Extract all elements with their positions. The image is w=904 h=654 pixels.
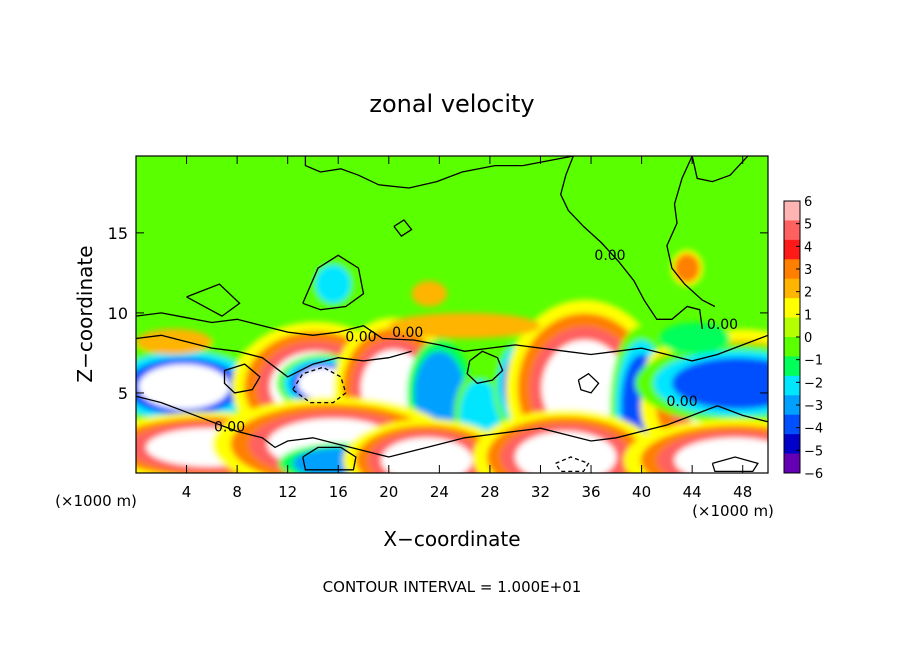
colorbar-swatch bbox=[784, 337, 800, 357]
contour-label: 0.00 bbox=[392, 325, 423, 341]
contour-label: 0.00 bbox=[214, 419, 245, 435]
colorbar-label: −5 bbox=[804, 444, 823, 459]
colorbar-swatch bbox=[784, 356, 800, 377]
x-tick-label: 20 bbox=[379, 483, 398, 501]
contour-labels: 0.00 0.00 0.00 0.00 0.00 0.00 bbox=[214, 248, 738, 435]
x-scale-note-left: (×1000 m) bbox=[55, 492, 137, 510]
y-axis-ticks: 5 10 15 bbox=[108, 224, 768, 403]
field-feature-24-ring-1 bbox=[674, 253, 700, 283]
colorbar-swatch bbox=[784, 375, 800, 396]
x-scale-note-right: (×1000 m) bbox=[692, 502, 774, 520]
field-feature-23-ring-1 bbox=[411, 280, 447, 307]
field-feature-6-ring-1 bbox=[414, 351, 465, 435]
x-tick-label: 24 bbox=[430, 483, 449, 501]
contour-line bbox=[136, 334, 412, 378]
x-tick-label: 4 bbox=[182, 483, 192, 501]
contour-lines bbox=[136, 156, 768, 473]
x-tick-label: 44 bbox=[683, 483, 702, 501]
contour-line bbox=[302, 254, 365, 311]
plot-area: 0.00 0.00 0.00 0.00 0.00 0.00 bbox=[136, 156, 768, 473]
x-tick-label: 32 bbox=[531, 483, 550, 501]
negative-contour-line bbox=[292, 366, 347, 404]
colorbar-label: 3 bbox=[804, 263, 812, 278]
x-axis-label: X−coordinate bbox=[383, 527, 520, 551]
contour-line bbox=[304, 156, 574, 189]
colorbar-swatch bbox=[784, 201, 800, 221]
colorbar-swatch bbox=[784, 220, 800, 241]
colorbar-label: −3 bbox=[804, 399, 823, 414]
colorbar-label: 2 bbox=[804, 286, 812, 301]
x-tick-label: 40 bbox=[632, 483, 651, 501]
contour-line bbox=[711, 456, 759, 473]
colorbar-swatch bbox=[784, 453, 800, 474]
x-tick-label: 12 bbox=[278, 483, 297, 501]
contour-line bbox=[691, 156, 749, 183]
contour-label: 0.00 bbox=[594, 248, 625, 264]
velocity-field bbox=[136, 249, 768, 473]
colorbar-label: 5 bbox=[804, 218, 812, 233]
colorbar-swatch bbox=[784, 259, 800, 280]
contour-label: 0.00 bbox=[707, 317, 738, 333]
contour-line bbox=[136, 312, 768, 362]
contour-line bbox=[186, 283, 241, 317]
field-feature-20-ring-1 bbox=[315, 264, 351, 304]
y-tick-label: 15 bbox=[108, 224, 128, 243]
contour-line bbox=[577, 372, 600, 394]
chart-title: zonal velocity bbox=[369, 90, 534, 118]
colorbar-label: 1 bbox=[804, 308, 812, 323]
colorbar-swatch bbox=[784, 278, 800, 299]
colorbar-label: 0 bbox=[804, 331, 812, 346]
contour-line bbox=[560, 156, 703, 329]
field-feature-18-ring-1 bbox=[515, 431, 617, 473]
colorbar-label: −1 bbox=[804, 354, 823, 369]
x-tick-label: 28 bbox=[480, 483, 499, 501]
y-tick-label: 5 bbox=[118, 384, 128, 403]
contour-line bbox=[136, 395, 768, 458]
colorbar-swatch bbox=[784, 317, 800, 338]
contour-label: 0.00 bbox=[666, 394, 697, 410]
colorbar-label: 4 bbox=[804, 240, 812, 255]
colorbar: 6 5 4 3 2 1 0 −1 −2 −3 −4 −5 −6 bbox=[783, 195, 823, 482]
colorbar-label: 6 bbox=[804, 195, 812, 210]
field-feature-19-ring-1 bbox=[674, 437, 768, 473]
field-feature-22-ring-1 bbox=[136, 328, 212, 355]
field-feature-25-ring-1 bbox=[388, 312, 541, 339]
field-feature-2-ring-1 bbox=[138, 364, 230, 409]
contour-interval-footer: CONTOUR INTERVAL = 1.000E+01 bbox=[323, 578, 582, 596]
colorbar-label: −4 bbox=[804, 422, 823, 437]
contour-line bbox=[302, 446, 357, 471]
x-tick-label: 16 bbox=[329, 483, 348, 501]
x-tick-label: 8 bbox=[232, 483, 242, 501]
contour-label: 0.00 bbox=[345, 330, 376, 346]
y-tick-label: 10 bbox=[108, 304, 128, 323]
colorbar-label: −6 bbox=[804, 467, 823, 482]
colorbar-swatch bbox=[784, 414, 800, 435]
contour-line bbox=[666, 156, 716, 308]
x-axis-ticks: 4 8 12 16 20 24 28 32 36 40 44 48 bbox=[182, 156, 752, 501]
contour-line bbox=[393, 219, 413, 237]
colorbar-swatch bbox=[784, 298, 800, 318]
x-tick-label: 48 bbox=[733, 483, 752, 501]
colorbar-swatch bbox=[784, 434, 800, 454]
contour-line bbox=[466, 350, 504, 385]
colorbar-swatch bbox=[784, 395, 800, 416]
field-feature-17-ring-1 bbox=[381, 437, 473, 473]
field-feature-21-ring-1 bbox=[659, 322, 731, 355]
x-tick-label: 36 bbox=[581, 483, 600, 501]
plot-frame bbox=[135, 155, 769, 474]
contour-line bbox=[223, 363, 261, 394]
y-axis-label: Z−coordinate bbox=[73, 245, 97, 382]
colorbar-swatch bbox=[784, 239, 800, 260]
colorbar-label: −2 bbox=[804, 376, 823, 391]
field-feature-13-ring-1 bbox=[671, 357, 768, 409]
